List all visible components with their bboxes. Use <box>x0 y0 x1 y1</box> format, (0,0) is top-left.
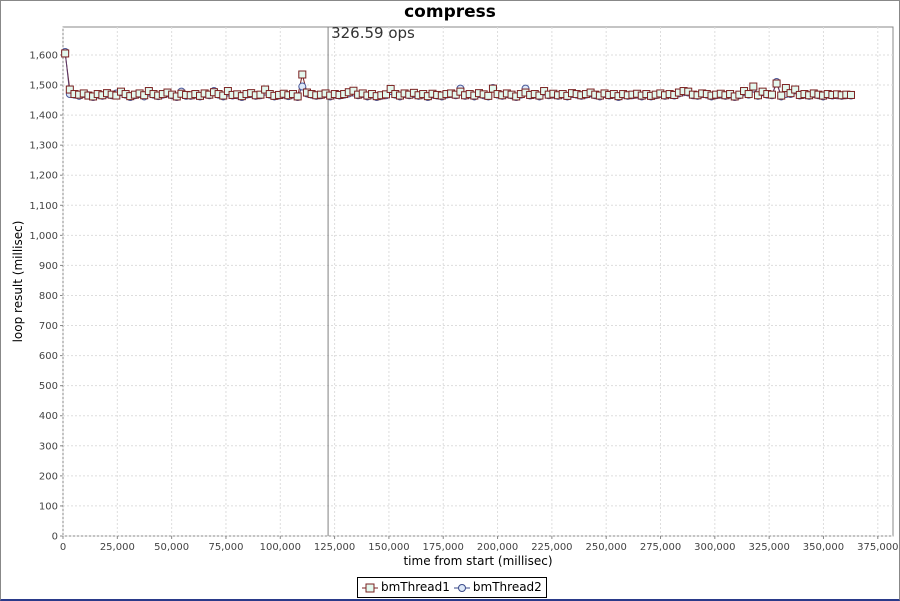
x-tick-label: 300,000 <box>694 542 735 553</box>
x-tick-label: 100,000 <box>260 542 301 553</box>
data-point-bmThread1 <box>219 91 228 100</box>
legend-label: bmThread2 <box>472 580 542 594</box>
data-point-bmThread1 <box>65 85 74 94</box>
y-axis-label: loop result (millisec) <box>11 221 25 343</box>
data-point-bmThread1 <box>772 79 781 88</box>
data-point-bmThread1 <box>382 90 391 99</box>
y-tick-label: 500 <box>39 381 58 392</box>
data-point-bmThread1 <box>767 90 776 99</box>
y-tick-label: 1,200 <box>29 171 58 182</box>
data-point-bmThread1 <box>781 84 790 93</box>
chart-title: compress <box>404 2 496 22</box>
y-tick-label: 100 <box>39 501 58 512</box>
legend-item-bmthread2: bmThread2 <box>453 578 542 597</box>
legend-item-bmthread1: bmThread1 <box>362 578 450 597</box>
data-point-bmThread1 <box>744 90 753 99</box>
y-tick-label: 300 <box>39 441 58 452</box>
data-point-bmThread1 <box>777 91 786 100</box>
data-point-bmThread1 <box>488 84 497 93</box>
x-tick-label: 350,000 <box>803 542 844 553</box>
x-tick-label: 250,000 <box>586 542 627 553</box>
circle-marker-icon <box>453 583 470 592</box>
legend: bmThread1 bmThread2 <box>357 577 547 598</box>
y-tick-label: 800 <box>39 291 58 302</box>
plot-area <box>62 26 894 537</box>
x-tick-label: 375,000 <box>857 542 898 553</box>
y-tick-label: 400 <box>39 411 58 422</box>
square-marker-icon <box>362 583 378 592</box>
data-point-bmThread1 <box>293 92 302 101</box>
y-tick-label: 600 <box>39 351 58 362</box>
y-tick-label: 1,500 <box>29 81 58 92</box>
x-tick-label: 225,000 <box>531 542 572 553</box>
y-tick-label: 1,600 <box>29 50 58 61</box>
data-point-bmThread1 <box>846 90 855 99</box>
x-tick-label: 175,000 <box>423 542 464 553</box>
x-axis-label: time from start (millisec) <box>403 554 552 568</box>
data-point-bmThread1 <box>535 91 544 100</box>
x-tick-label: 275,000 <box>640 542 681 553</box>
data-point-bmThread1 <box>791 85 800 94</box>
data-point-bmThread1 <box>140 91 149 100</box>
y-tick-label: 1,100 <box>29 201 58 212</box>
y-tick-label: 900 <box>39 261 58 272</box>
marker-label: 326.59 ops <box>331 24 415 42</box>
x-tick-label: 325,000 <box>748 542 789 553</box>
x-tick-label: 200,000 <box>477 542 518 553</box>
data-point-bmThread1 <box>298 70 307 79</box>
data-point-bmThread1 <box>261 85 270 94</box>
data-point-bmThread1 <box>256 90 265 99</box>
data-point-bmThread2 <box>298 82 307 91</box>
y-tick-label: 200 <box>39 471 58 482</box>
y-tick-label: 0 <box>52 532 58 543</box>
data-point-bmThread1 <box>61 49 70 58</box>
data-point-bmThread1 <box>386 84 395 93</box>
y-tick-label: 1,400 <box>29 111 58 122</box>
y-tick-label: 1,000 <box>29 231 58 242</box>
data-point-bmThread1 <box>749 82 758 91</box>
data-point-bmThread1 <box>484 91 493 100</box>
x-tick-label: 150,000 <box>368 542 409 553</box>
x-tick-label: 0 <box>60 542 66 553</box>
legend-label: bmThread1 <box>381 580 450 594</box>
x-tick-label: 25,000 <box>100 542 135 553</box>
y-tick-label: 700 <box>39 321 58 332</box>
x-tick-label: 75,000 <box>208 542 243 553</box>
y-tick-label: 1,300 <box>29 141 58 152</box>
x-tick-label: 125,000 <box>314 542 355 553</box>
x-tick-label: 50,000 <box>154 542 189 553</box>
